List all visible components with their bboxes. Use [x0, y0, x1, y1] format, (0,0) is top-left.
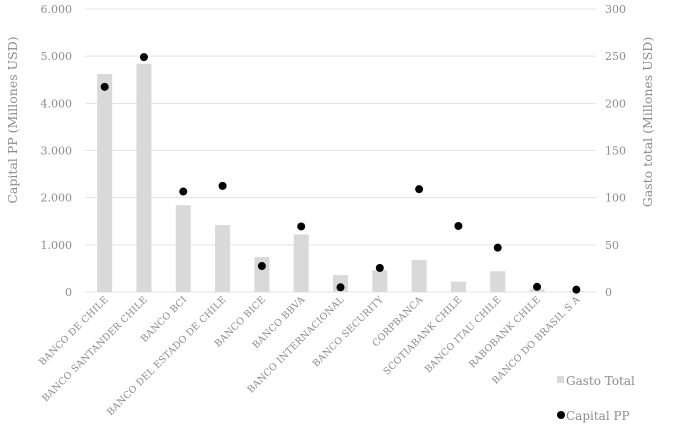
left-axis-title: Capital PP (Millones USD)	[5, 36, 20, 203]
bar	[411, 259, 427, 292]
scatter-point	[533, 282, 542, 291]
left-tick-label: 3.000	[41, 145, 73, 158]
right-tick-label: 300	[605, 3, 626, 16]
bar	[372, 270, 388, 292]
right-axis-title: Gasto total (Millones USD)	[640, 37, 655, 207]
legend: Gasto Total Capital PP	[557, 374, 635, 423]
scatter-point	[179, 187, 188, 196]
left-tick-label: 5.000	[41, 50, 73, 63]
right-tick-label: 150	[605, 145, 626, 158]
bar	[215, 225, 231, 292]
scatter-series-capital-pp	[100, 53, 581, 294]
scatter-point	[375, 263, 384, 272]
right-tick-label: 0	[605, 286, 612, 299]
bar-series-gasto-total	[97, 63, 584, 292]
left-tick-label: 6.000	[41, 3, 73, 16]
left-tick-label: 1.000	[41, 239, 73, 252]
scatter-point	[218, 181, 227, 190]
right-tick-label: 250	[605, 50, 626, 63]
right-tick-label: 50	[605, 239, 619, 252]
category-label: RABOBANK CHILE	[467, 294, 543, 370]
bar	[293, 234, 309, 292]
scatter-point	[100, 82, 109, 91]
scatter-point	[297, 222, 306, 231]
gridlines	[85, 8, 596, 293]
bar	[175, 205, 191, 292]
left-tick-label: 0	[65, 286, 72, 299]
scatter-point	[257, 262, 266, 271]
left-axis-ticks: 0 1.000 2.000 3.000 4.000 5.000 6.000	[41, 3, 73, 299]
category-label: BANCO ITAU CHILE	[423, 294, 504, 375]
category-label: BANCO DE CHILE	[37, 294, 111, 368]
scatter-point	[572, 285, 581, 294]
bar	[450, 281, 466, 292]
bar	[490, 271, 506, 292]
category-label: SCOTIABANK CHILE	[381, 294, 464, 377]
scatter-point	[139, 53, 148, 62]
legend-label-capital-pp: Capital PP	[566, 409, 630, 423]
bar	[136, 63, 152, 292]
category-label: BANCO SECURITY	[311, 294, 387, 370]
bar	[97, 74, 113, 292]
legend-marker-capital-pp	[557, 411, 565, 419]
legend-swatch-gasto-total	[557, 376, 564, 383]
legend-label-gasto-total: Gasto Total	[566, 374, 635, 388]
scatter-point	[454, 221, 463, 230]
scatter-point	[336, 283, 345, 292]
right-tick-label: 100	[605, 192, 626, 205]
scatter-point	[493, 243, 502, 252]
right-tick-label: 200	[605, 97, 626, 110]
scatter-point	[415, 185, 424, 194]
left-tick-label: 2.000	[41, 192, 73, 205]
right-axis-ticks: 0 50 100 150 200 250 300	[605, 3, 626, 299]
left-tick-label: 4.000	[41, 97, 73, 110]
